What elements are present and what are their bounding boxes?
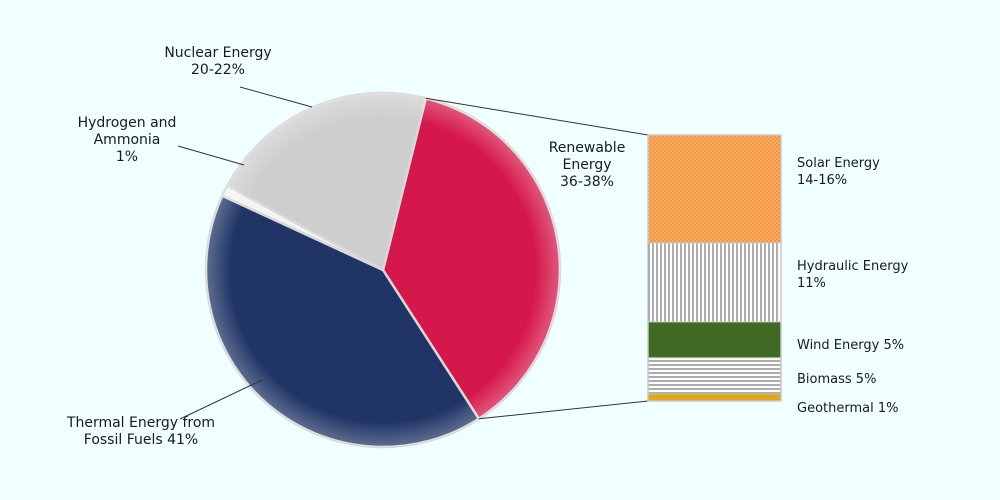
bar-segment-hydraulic	[647, 242, 782, 323]
bar-segment-wind	[647, 321, 782, 359]
bar-segment-solar	[647, 134, 782, 244]
label-biomass: Biomass 5%	[797, 372, 876, 387]
label-solar: Solar Energy 14-16%	[797, 156, 880, 188]
leader-nuclear	[239, 86, 313, 108]
labels: Renewable Energy 36-38% Thermal Energy from…	[66, 45, 909, 448]
label-geothermal: Geothermal 1%	[797, 401, 898, 416]
label-nuclear: Nuclear Energy 20-22%	[164, 45, 271, 78]
bar-segment-geothermal	[647, 393, 782, 402]
breakdown-bar	[647, 134, 782, 402]
label-wind: Wind Energy 5%	[797, 338, 904, 353]
leader-thermal	[179, 379, 263, 420]
connector-bottom	[478, 400, 649, 420]
label-thermal: Thermal Energy from Fossil Fuels 41%	[66, 415, 215, 448]
bar-segment-biomass	[647, 357, 782, 395]
label-hydraulic: Hydraulic Energy 11%	[797, 259, 909, 291]
bar-outline	[647, 134, 782, 402]
connector-lines	[425, 97, 649, 420]
leader-hydrogen	[177, 145, 245, 166]
label-hydrogen: Hydrogen and Ammonia 1%	[78, 115, 177, 165]
connector-top	[425, 97, 649, 136]
label-renewable: Renewable Energy 36-38%	[549, 140, 626, 190]
pie	[204, 91, 562, 449]
